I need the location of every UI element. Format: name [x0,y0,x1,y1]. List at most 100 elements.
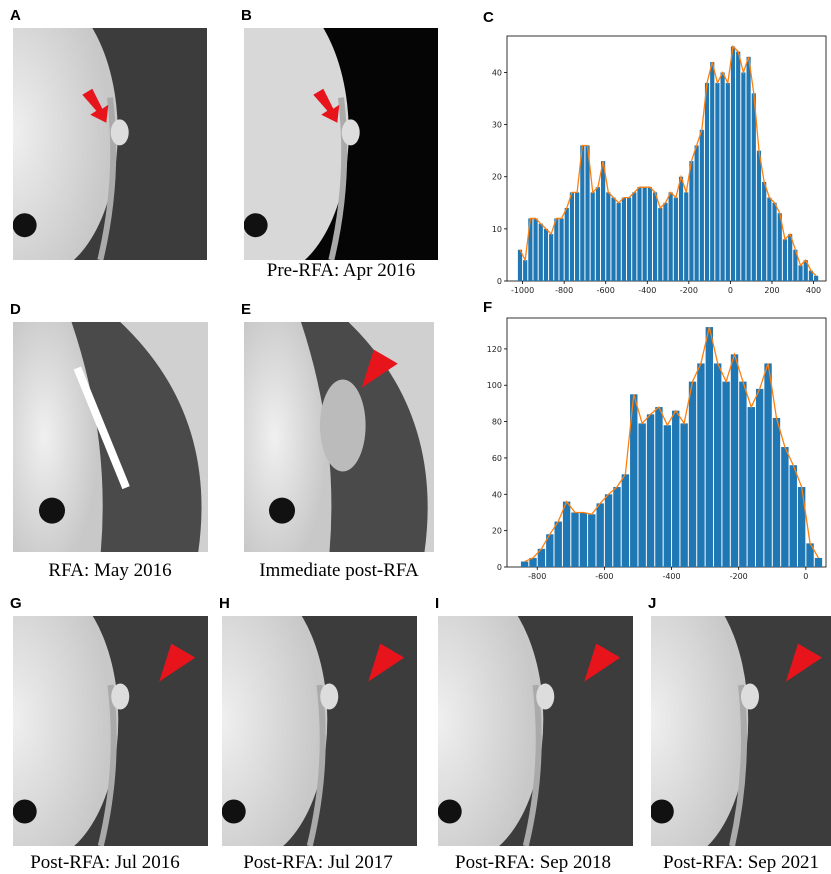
histogram-bar [803,260,808,281]
histogram-bar [543,228,549,281]
histogram-bar [590,192,595,281]
histogram-bar [739,381,747,567]
histogram-bar [782,239,788,281]
histogram-bar [730,46,736,281]
histogram-bar [808,270,814,281]
histogram-bar [705,327,714,567]
ct-content [244,322,434,552]
ct-content [13,28,207,260]
histogram-bar [777,213,782,281]
needle [73,366,130,490]
histogram-bar [632,192,637,281]
panel-label: E [241,301,251,318]
histogram-bar [546,534,554,567]
red-arrowhead [368,643,405,682]
ct-image [13,28,207,260]
histogram-bar [626,197,632,281]
histogram-bar [668,192,673,281]
ct-image [13,322,208,552]
panel-caption: Pre-RFA: Apr 2016 [267,260,415,281]
vessel [328,97,348,260]
ct-image [222,616,417,846]
histogram-bar [772,202,777,281]
ct-image [244,28,438,260]
histogram-bar [814,275,819,281]
panel-label: C [483,9,494,26]
histogram-bar [663,202,668,281]
histogram-bar [652,192,658,281]
ct-content [13,616,208,846]
histogram-bar [569,192,575,281]
panel-caption: Post-RFA: Jul 2016 [30,852,180,873]
panel-label: J [648,595,656,612]
y-tick-label: 20 [492,173,502,182]
x-tick-label: -600 [597,286,615,295]
histogram-bar [517,249,523,281]
histogram-bar [806,543,814,567]
histogram-bar [520,561,529,567]
y-tick-label: 0 [497,277,502,286]
red-arrowhead [159,643,196,682]
histogram-bar [585,145,590,281]
histogram-bar [710,62,715,282]
histogram-bar [697,363,705,567]
mediastinum [13,616,119,846]
histogram-bar [604,494,613,567]
red-arrow [313,88,340,123]
airway [269,497,295,524]
histogram-bar [571,512,579,567]
histogram-bar [678,176,684,281]
histogram-bar [549,234,554,281]
histogram-bar [642,187,647,281]
histogram-bar [630,394,638,567]
panel-label: F [483,299,492,316]
x-tick-label: -600 [595,572,613,581]
histogram-bar [684,192,689,281]
panel-label: H [219,595,230,612]
airway [222,799,246,824]
ct-image [651,616,831,846]
vessel [97,684,117,846]
vessel [522,684,542,846]
histogram-bar [767,197,772,281]
histogram-bar [699,129,704,281]
histogram-bar [646,414,655,567]
histogram-bar [694,145,699,281]
histogram-bar [741,72,746,281]
histogram-bar [797,487,806,567]
x-tick-label: -1000 [511,286,534,295]
histogram-bar [798,265,803,281]
histogram-bar [730,354,739,567]
x-tick-label: -400 [638,286,656,295]
histogram-bar [616,202,621,281]
histogram-bar [538,223,543,281]
outline-line [524,326,820,563]
x-tick-label: -200 [680,286,698,295]
panel-label: D [10,301,21,318]
mediastinum [244,28,349,260]
histogram-bar [533,218,538,281]
y-tick-label: 40 [492,68,502,77]
nodule [320,683,339,710]
histogram-bar [611,197,616,281]
chest-wall [120,322,208,552]
histogram-bar [562,501,571,567]
airway [244,213,268,238]
panel-label: I [435,595,439,612]
histogram-bar [601,161,606,281]
histogram-bar [595,187,601,281]
y-tick-label: 120 [487,345,502,354]
histogram-bar [788,234,793,281]
y-tick-label: 100 [487,381,502,390]
histogram-bar [725,82,730,282]
x-tick-label: -800 [528,572,546,581]
histogram-bar [554,218,559,281]
airway [39,497,65,524]
mediastinum [438,616,544,846]
histogram-bar [554,521,562,567]
ct-image [13,616,208,846]
histogram-bar [606,192,611,281]
histogram-bar [580,145,585,281]
